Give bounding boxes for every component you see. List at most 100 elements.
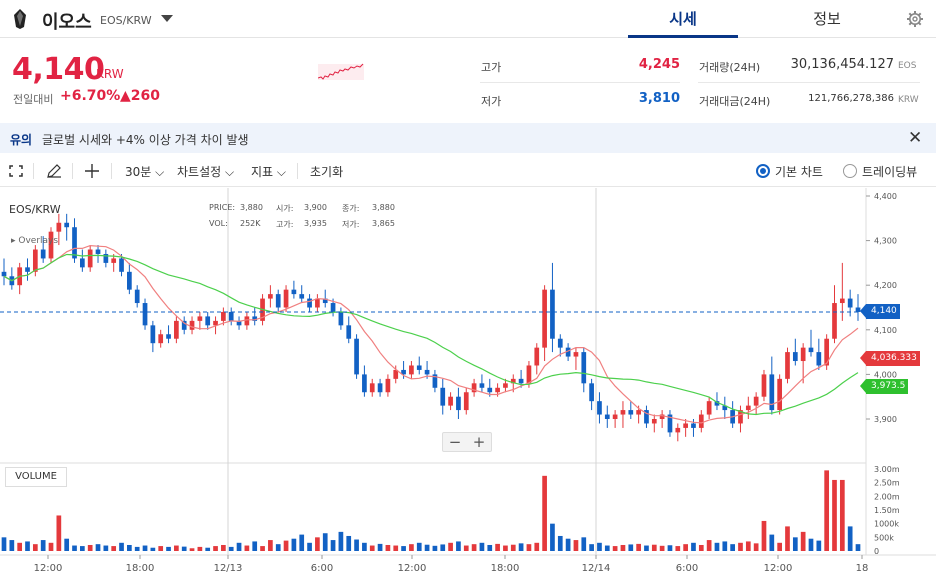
volume-bar — [683, 544, 688, 551]
y-tick-label: 4,300 — [874, 237, 897, 246]
close-icon[interactable]: ✕ — [908, 128, 923, 148]
volume-bar — [800, 531, 806, 551]
vol-tick-label: 1.50m — [874, 506, 900, 515]
zoom-in-button[interactable]: + — [472, 433, 486, 451]
volume-bar — [644, 545, 649, 551]
vol-tick-label: 2.50m — [874, 479, 900, 488]
candle-body — [174, 320, 179, 339]
candle-body — [95, 249, 101, 254]
volume-bar — [181, 546, 187, 551]
candle-body — [393, 369, 399, 379]
candle-body — [322, 298, 328, 304]
notice-text: 글로벌 시세와 +4% 이상 가격 차이 발생 — [42, 133, 249, 147]
interval-select[interactable]: 30분 ⌵ — [125, 165, 165, 179]
candle-body — [236, 320, 242, 326]
volume-bar — [322, 533, 328, 551]
volume-bar — [416, 542, 422, 551]
gear-icon[interactable] — [906, 10, 924, 28]
candle-body — [79, 258, 85, 268]
candle-body — [526, 365, 532, 384]
fullscreen-icon[interactable] — [9, 165, 23, 177]
candle-body — [714, 401, 720, 406]
volume-bar — [550, 523, 555, 551]
volume-bar — [714, 542, 720, 551]
overlays-toggle[interactable]: ▸ Overlays — [11, 236, 59, 246]
volume-bar — [315, 537, 320, 551]
trading-view-label[interactable]: 트레이딩뷰 — [862, 165, 918, 179]
volume-bar — [424, 544, 430, 551]
basic-chart-radio[interactable] — [756, 164, 770, 178]
ma-fast-line — [3, 244, 859, 424]
candle-body — [56, 222, 62, 232]
basic-chart-label[interactable]: 기본 차트 — [775, 165, 823, 179]
legend-vol-label: VOL: — [209, 219, 228, 228]
volume-bar — [518, 543, 524, 551]
price-chart[interactable]: 12:00 18:00 12/13 6:00 12:00 18:00 12/14 6:00 12… — [0, 188, 936, 585]
volume-bar — [369, 545, 375, 551]
volume-bar — [542, 475, 547, 551]
x-tick-label: 12:00 — [34, 563, 63, 574]
candle-body — [142, 303, 148, 326]
volume-bar — [510, 544, 516, 551]
volume-bar — [745, 541, 751, 551]
candle-body — [330, 303, 336, 312]
x-tick-label: 6:00 — [676, 563, 698, 574]
candle-body — [189, 320, 195, 330]
volume-bar — [64, 538, 70, 551]
volume-bar — [440, 544, 446, 551]
reset-button[interactable]: 초기화 — [310, 165, 344, 179]
trading-view-radio[interactable] — [843, 164, 857, 178]
candle-body — [745, 405, 751, 411]
current-price-badge: 4,140 — [860, 304, 900, 320]
pair-dropdown-icon[interactable] — [161, 15, 173, 22]
volume-bar — [87, 544, 93, 551]
vol-tick-label: 3.00m — [874, 465, 900, 474]
coin-pair[interactable]: EOS/KRW — [100, 14, 152, 27]
divider — [698, 82, 920, 83]
volume-bar — [824, 470, 830, 551]
candle-body — [1, 271, 7, 277]
candle-body — [503, 383, 508, 388]
volume-bar — [221, 544, 226, 551]
volume-bar — [1, 537, 7, 551]
volume-bar — [252, 541, 258, 551]
candle-body — [346, 325, 352, 339]
x-tick-label: 6:00 — [311, 563, 333, 574]
volume-bar — [307, 542, 312, 551]
candle-body — [698, 414, 704, 428]
value-unit: KRW — [898, 95, 919, 105]
tab-price[interactable]: 시세 — [628, 8, 738, 38]
notice-tag: 유의 — [10, 133, 33, 147]
volume-bar — [855, 544, 861, 551]
crosshair-icon[interactable] — [84, 163, 100, 179]
candle-body — [432, 374, 438, 388]
pencil-icon[interactable] — [46, 163, 62, 179]
volume-bar — [612, 546, 618, 551]
candle-body — [166, 334, 171, 339]
candle-body — [111, 258, 117, 263]
volume-bar — [456, 541, 461, 551]
low-value: 3,810 — [638, 91, 680, 106]
candle-body — [518, 378, 524, 384]
notice-banner: 유의 글로벌 시세와 +4% 이상 가격 차이 발생 ✕ — [0, 123, 936, 153]
zoom-out-button[interactable]: − — [448, 433, 462, 451]
indicators-menu[interactable]: 지표 ⌵ — [251, 165, 287, 179]
volume-bar — [291, 538, 297, 551]
candle-body — [479, 383, 485, 388]
candle-body — [463, 392, 469, 411]
chart-settings-menu[interactable]: 차트설정 ⌵ — [177, 165, 235, 179]
chart-symbol: EOS/KRW — [9, 203, 61, 216]
candle-body — [761, 374, 767, 397]
change-rate: +6.70% — [60, 88, 121, 104]
volume-bar — [377, 543, 383, 551]
tab-info[interactable]: 정보 — [813, 10, 841, 28]
legend-low: 3,865 — [372, 219, 395, 228]
candle-body — [800, 347, 806, 362]
volume-bar — [675, 546, 681, 551]
candle-body — [644, 410, 649, 424]
high-value: 4,245 — [638, 57, 680, 72]
legend-vol: 252K — [240, 219, 261, 228]
x-tick-label: 12/14 — [582, 563, 611, 574]
volume-bar — [40, 540, 46, 551]
volume-bar — [228, 546, 234, 551]
